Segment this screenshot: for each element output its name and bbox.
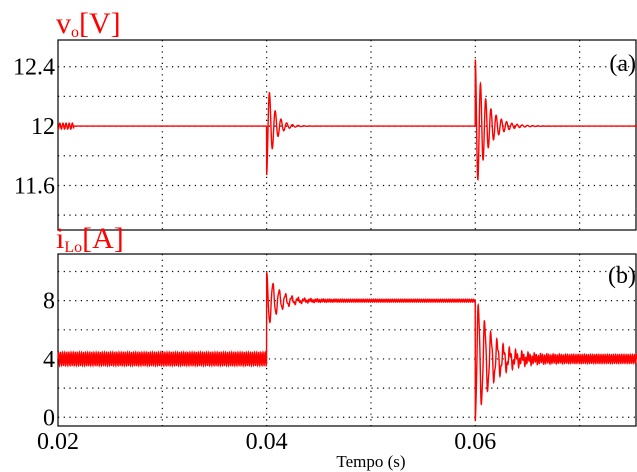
y-axis-label: iLo[A] xyxy=(56,222,124,256)
shared-x-axis: 0.02 0.04 0.06 Tempo (s) xyxy=(37,429,496,471)
y-tick-label: 12.4 xyxy=(13,55,55,81)
y-tick-label: 4 xyxy=(43,347,55,373)
x-tick-label: 0.04 xyxy=(246,429,288,455)
x-tick-label: 0.02 xyxy=(37,429,79,455)
panel-label: (b) xyxy=(608,263,636,289)
signal-trace xyxy=(57,272,637,422)
y-tick-label: 12 xyxy=(31,114,55,140)
panel-b-current: 0 4 8 (b) iLo[A] xyxy=(43,222,637,431)
y-tick-label: 11.6 xyxy=(14,173,55,199)
signal-trace xyxy=(57,59,637,181)
plot-frame xyxy=(57,253,637,427)
y-axis-label: vo[V] xyxy=(56,7,121,41)
panel-a-voltage: 11.6 12 12.4 (a) vo[V] xyxy=(13,7,637,231)
panel-label: (a) xyxy=(609,51,636,77)
x-axis-label: Tempo (s) xyxy=(336,452,405,471)
plot-frame xyxy=(57,39,637,231)
x-tick-label: 0.06 xyxy=(454,429,496,455)
y-tick-label: 8 xyxy=(43,289,55,315)
y-tick-label: 0 xyxy=(43,405,55,431)
